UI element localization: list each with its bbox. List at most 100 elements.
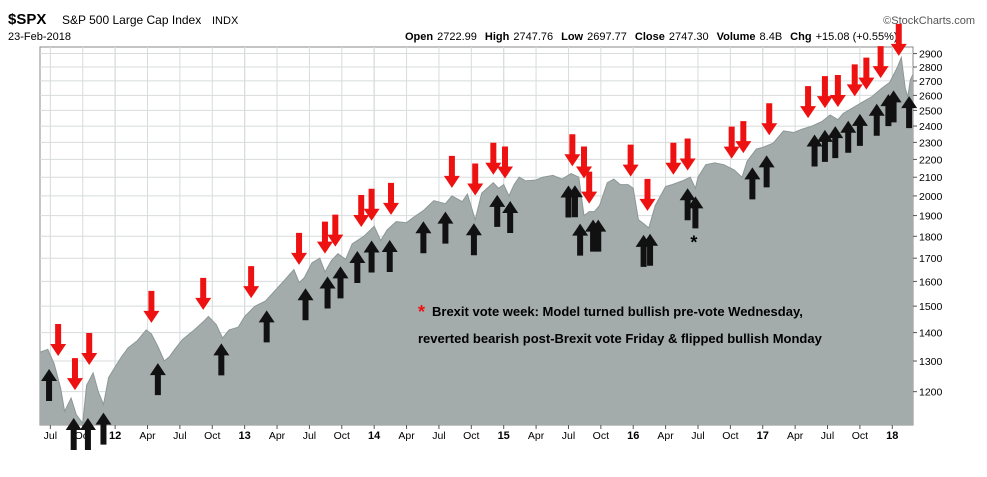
buy-signal-arrow — [437, 211, 454, 244]
x-tick-label: Oct — [722, 430, 738, 442]
sell-signal-arrow — [723, 126, 740, 159]
sell-signal-arrow — [576, 146, 593, 179]
sell-signal-arrow — [622, 144, 639, 177]
x-tick-label: 17 — [757, 430, 769, 442]
x-tick-label: Jul — [691, 430, 704, 442]
x-tick-label: 15 — [498, 430, 510, 442]
x-tick-label: Oct — [852, 430, 868, 442]
sell-signal-arrow — [243, 266, 260, 299]
buy-signal-arrow — [868, 103, 885, 136]
sell-signal-arrow — [816, 76, 833, 109]
sell-signal-arrow — [735, 121, 752, 154]
y-tick-label: 2700 — [919, 76, 943, 88]
price-stats: Open 2722.99 High 2747.76 Low 2697.77 Close 274… — [405, 31, 898, 43]
buy-signal-arrow — [642, 233, 659, 266]
sell-signal-arrow — [761, 103, 778, 136]
buy-signal-arrow — [319, 276, 336, 309]
x-tick-label: Oct — [204, 430, 220, 442]
buy-signal-arrow — [489, 194, 506, 227]
sell-signal-arrow — [846, 64, 863, 97]
buy-signal-arrow — [885, 90, 902, 123]
x-tick-label: Apr — [398, 430, 415, 442]
buy-signal-arrow — [149, 363, 166, 396]
y-tick-label: 2600 — [919, 90, 943, 102]
buy-signal-arrow — [827, 126, 844, 159]
y-tick-label: 2500 — [919, 105, 943, 117]
buy-signal-arrow — [349, 250, 366, 283]
sell-signal-arrow — [679, 138, 696, 171]
sell-signal-arrow — [363, 188, 380, 221]
chart-index-name: S&P 500 Large Cap Index — [62, 13, 201, 27]
buy-signal-arrow — [901, 96, 918, 129]
x-tick-label: Jul — [44, 430, 57, 442]
stat-value: 8.4B — [760, 31, 783, 43]
sell-signal-arrow — [195, 277, 212, 310]
y-tick-label: 2400 — [919, 121, 943, 133]
y-tick-label: 1600 — [919, 276, 943, 288]
buy-signal-arrow — [332, 266, 349, 299]
y-tick-label: 1800 — [919, 231, 943, 243]
signal-arrows — [41, 23, 918, 450]
sell-signal-arrow — [581, 171, 598, 204]
y-tick-label: 1900 — [919, 211, 943, 223]
stat-value: 2747.76 — [513, 31, 553, 43]
stat-label: Close — [635, 31, 665, 43]
buy-signal-arrow — [415, 221, 432, 254]
buy-signal-arrow — [41, 368, 58, 401]
buy-signal-arrow — [502, 201, 519, 234]
x-tick-label: 13 — [239, 430, 251, 442]
x-tick-label: Apr — [528, 430, 545, 442]
sell-signal-arrow — [66, 358, 83, 391]
price-line — [39, 55, 914, 425]
y-tick-label: 2800 — [919, 62, 943, 74]
sell-signal-arrow — [353, 195, 370, 228]
buy-signal-arrow — [65, 418, 82, 450]
sell-signal-arrow — [800, 86, 817, 119]
buy-signal-arrow — [572, 223, 589, 256]
sell-signal-arrow — [143, 290, 160, 323]
sell-signal-arrow — [50, 323, 67, 356]
buy-signal-arrow — [851, 113, 868, 146]
y-axis: 1200 1300 1400 1500 1600 1700 1800 1900 2000 2100… — [913, 49, 943, 399]
buy-signal-arrow — [381, 240, 398, 273]
x-tick-label: Apr — [657, 430, 674, 442]
buy-signal-arrow — [79, 418, 96, 450]
y-tick-label: 2900 — [919, 49, 943, 61]
sell-signal-arrow — [496, 146, 513, 179]
x-tick-label: Oct — [463, 430, 479, 442]
buy-signal-arrow — [840, 120, 857, 153]
buy-signal-arrow — [213, 343, 230, 376]
buy-signal-arrow — [687, 196, 704, 229]
sell-signal-arrow — [829, 75, 846, 108]
y-tick-label: 1300 — [919, 356, 943, 368]
buy-signal-arrow — [744, 167, 761, 200]
x-tick-label: Jul — [173, 430, 186, 442]
y-tick-label: 2300 — [919, 137, 943, 149]
buy-signal-arrow — [806, 134, 823, 167]
buy-signal-arrow — [590, 219, 607, 252]
buy-signal-arrow — [297, 288, 314, 321]
annotation-star: * — [418, 302, 425, 322]
stat-value: +15.08 (+0.55%) — [816, 31, 898, 43]
chart-symbol: $SPX — [8, 11, 46, 28]
sell-signal-arrow — [872, 46, 889, 79]
sell-signal-arrow — [858, 57, 875, 90]
x-tick-label: 16 — [627, 430, 639, 442]
sell-signal-arrow — [291, 232, 308, 265]
y-tick-label: 2000 — [919, 191, 943, 203]
sell-signal-arrow — [443, 155, 460, 188]
x-axis: Jul Oct 12 Apr Jul Oct 13 Apr Jul Oct 14 Apr Jul Oct 1… — [44, 425, 898, 442]
y-tick-label: 1700 — [919, 253, 943, 265]
y-tick-label: 1200 — [919, 387, 943, 399]
stat-label: Low — [561, 31, 583, 43]
x-tick-label: Oct — [593, 430, 609, 442]
x-tick-label: 12 — [109, 430, 121, 442]
sell-signal-arrow — [564, 134, 581, 167]
buy-signal-arrow — [363, 240, 380, 273]
buy-signal-arrow — [465, 223, 482, 256]
x-tick-label: Jul — [303, 430, 316, 442]
sell-signal-arrow — [383, 182, 400, 215]
y-tick-label: 2100 — [919, 172, 943, 184]
x-tick-label: Jul — [562, 430, 575, 442]
stat-label: Open — [405, 31, 433, 43]
